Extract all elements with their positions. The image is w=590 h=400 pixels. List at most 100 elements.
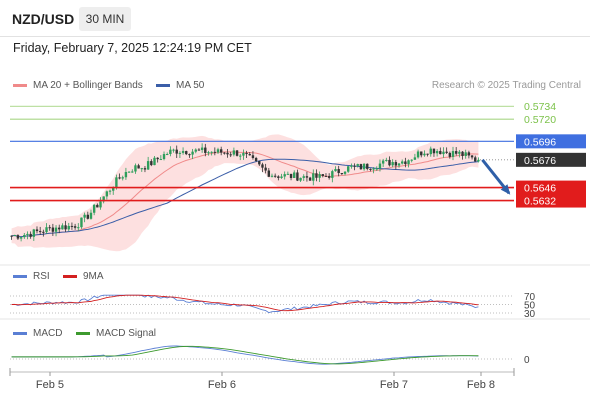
candle-body <box>134 165 137 172</box>
candle-body <box>115 177 118 188</box>
candle-body <box>239 155 242 157</box>
candle-body <box>175 149 178 154</box>
candle-body <box>407 160 410 165</box>
x-tick-label: Feb 6 <box>208 379 236 391</box>
legend-ma50: MA 50 <box>156 80 204 91</box>
candle-body <box>432 148 436 154</box>
candle-body <box>283 174 286 177</box>
candle-body <box>359 164 363 170</box>
candle-body <box>29 233 32 237</box>
candle-body <box>26 233 29 236</box>
candle-body <box>204 147 207 153</box>
candle-body <box>464 152 467 156</box>
candle-body <box>181 151 185 153</box>
legend-ma20: MA 20 + Bollinger Bands <box>13 80 143 91</box>
candle-body <box>429 148 432 155</box>
candle-body <box>254 157 258 161</box>
candle-body <box>159 159 163 161</box>
candle-body <box>388 159 391 166</box>
macd-line <box>11 345 479 365</box>
candle-body <box>140 168 143 170</box>
legend-macd-signal-label: MACD Signal <box>96 328 157 339</box>
candle-body <box>191 151 194 155</box>
candle-body <box>235 150 239 156</box>
candle-body <box>423 153 426 156</box>
candle-body <box>207 152 210 154</box>
candle-body <box>96 204 99 208</box>
candle-body <box>185 151 188 155</box>
candle-body <box>19 237 23 239</box>
candle-body <box>305 176 309 178</box>
candle-body <box>124 172 128 178</box>
candle-body <box>296 172 299 181</box>
candle-body <box>73 226 77 228</box>
candle-body <box>23 235 26 238</box>
candle-body <box>321 174 325 176</box>
candle-body <box>188 154 191 156</box>
candle-body <box>42 231 45 233</box>
candle-body <box>378 163 382 169</box>
candle-body <box>194 149 197 152</box>
candle-body <box>315 173 318 178</box>
forecast-arrow-head <box>500 184 511 195</box>
macd-tick: 0 <box>524 355 530 366</box>
candlesticks <box>10 143 480 242</box>
candle-body <box>369 168 372 170</box>
candle-body <box>451 151 455 157</box>
legend-macd-signal: MACD Signal <box>76 328 156 339</box>
level-label-box <box>516 180 586 195</box>
candle-body <box>273 175 277 177</box>
candle-body <box>461 151 464 156</box>
x-tick-label: Feb 5 <box>36 379 64 391</box>
candle-body <box>302 176 305 178</box>
candle-body <box>226 152 229 155</box>
candle-body <box>92 204 96 213</box>
candle-body <box>216 149 220 153</box>
candle-body <box>470 155 474 158</box>
candle-body <box>293 172 296 178</box>
chart-datetime: Friday, February 7, 2025 12:24:19 PM CET <box>13 41 252 55</box>
candle-body <box>277 176 280 178</box>
candle-body <box>356 164 359 166</box>
candle-body <box>366 163 369 169</box>
candle-body <box>165 154 169 156</box>
candle-body <box>381 160 385 164</box>
currency-pair: NZD/USD <box>12 11 75 27</box>
timeframe-button[interactable]: 30 MIN <box>79 7 131 31</box>
candle-body <box>261 164 264 168</box>
candle-body <box>267 170 271 177</box>
candle-body <box>242 152 245 156</box>
legend-ma50-label: MA 50 <box>176 80 205 91</box>
candle-body <box>229 154 232 156</box>
candle-body <box>343 171 347 174</box>
candle-body <box>13 235 16 237</box>
candle-body <box>127 171 131 173</box>
candle-body <box>372 168 375 170</box>
x-tick-label: Feb 7 <box>380 379 408 391</box>
x-axis: Feb 5 Feb 6 Feb 7 Feb 8 <box>9 368 515 391</box>
candle-body <box>77 227 80 229</box>
candle-body <box>118 177 121 179</box>
candle-body <box>213 151 217 153</box>
candle-body <box>324 175 328 177</box>
candle-body <box>416 151 420 158</box>
candle-body <box>334 169 337 172</box>
rsi-line <box>11 294 479 314</box>
candle-body <box>426 153 429 155</box>
rsi-tick: 30 <box>524 309 536 320</box>
candle-body <box>35 229 39 232</box>
candle-body <box>219 149 223 153</box>
candle-body <box>258 160 261 165</box>
candle-body <box>45 227 48 233</box>
legend-rsi: RSI <box>13 271 50 282</box>
candle-body <box>362 163 366 170</box>
candle-body <box>474 157 477 162</box>
candle-body <box>67 225 70 230</box>
candle-body <box>448 152 452 157</box>
candle-body <box>413 157 417 160</box>
candle-body <box>404 161 407 165</box>
candle-body <box>51 227 55 232</box>
